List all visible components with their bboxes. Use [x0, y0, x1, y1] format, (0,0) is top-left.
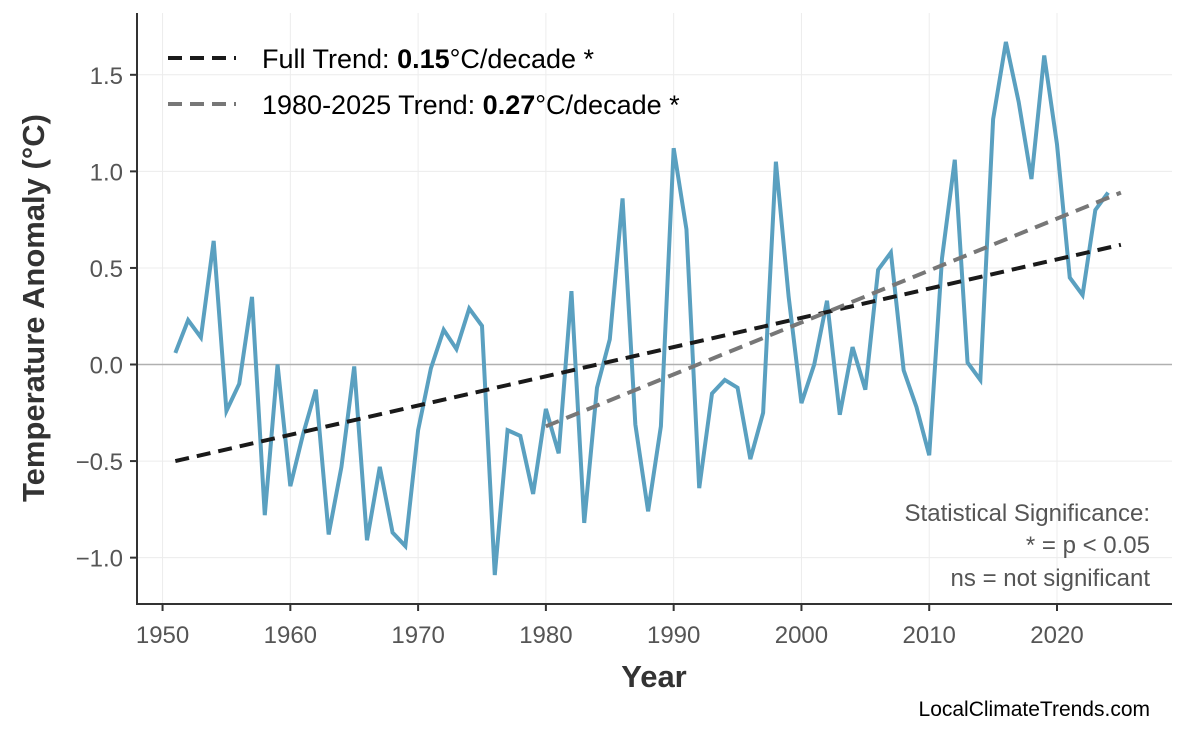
- temperature-anomaly-line: [173, 41, 1110, 576]
- significance-title: Statistical Significance:: [905, 500, 1150, 527]
- significance-line-1: * = p < 0.05: [1026, 532, 1150, 559]
- y-tick-label: 1.5: [90, 63, 123, 90]
- x-tick-label: 1980: [519, 622, 572, 649]
- x-tick-label: 2020: [1030, 622, 1083, 649]
- y-tick-label: −0.5: [76, 449, 123, 476]
- legend-recent-trend-label: 1980-2025 Trend: 0.27°C/decade *: [262, 90, 680, 120]
- x-tick-label: 2000: [775, 622, 828, 649]
- recent-trend-line: [545, 190, 1122, 429]
- x-ticks: 1950 1960 1970 1980 1990 2000 2010 2020: [136, 604, 1084, 649]
- legend-full-trend-label: Full Trend: 0.15°C/decade *: [262, 44, 595, 74]
- axes: [136, 13, 1172, 605]
- x-axis-label: Year: [621, 659, 687, 694]
- y-tick-label: 0.0: [90, 353, 123, 380]
- y-tick-label: 1.0: [90, 159, 123, 186]
- significance-note: Statistical Significance: * = p < 0.05 n…: [905, 500, 1151, 592]
- y-tick-label: −1.0: [76, 546, 123, 573]
- x-tick-label: 1970: [391, 622, 444, 649]
- x-tick-label: 1990: [647, 622, 700, 649]
- full-trend-line: [174, 242, 1122, 464]
- y-tick-label: 0.5: [90, 256, 123, 283]
- x-tick-label: 1960: [264, 622, 317, 649]
- x-tick-label: 1950: [136, 622, 189, 649]
- legend: Full Trend: 0.15°C/decade * 1980-2025 Tr…: [168, 44, 680, 120]
- y-axis-label: Temperature Anomaly (°C): [16, 114, 51, 502]
- y-ticks: −1.0 −0.5 0.0 0.5 1.0 1.5: [76, 63, 137, 573]
- source-credit: LocalClimateTrends.com: [919, 698, 1150, 721]
- trend-lines: [174, 190, 1122, 464]
- x-tick-label: 2010: [903, 622, 956, 649]
- significance-line-2: ns = not significant: [951, 565, 1151, 592]
